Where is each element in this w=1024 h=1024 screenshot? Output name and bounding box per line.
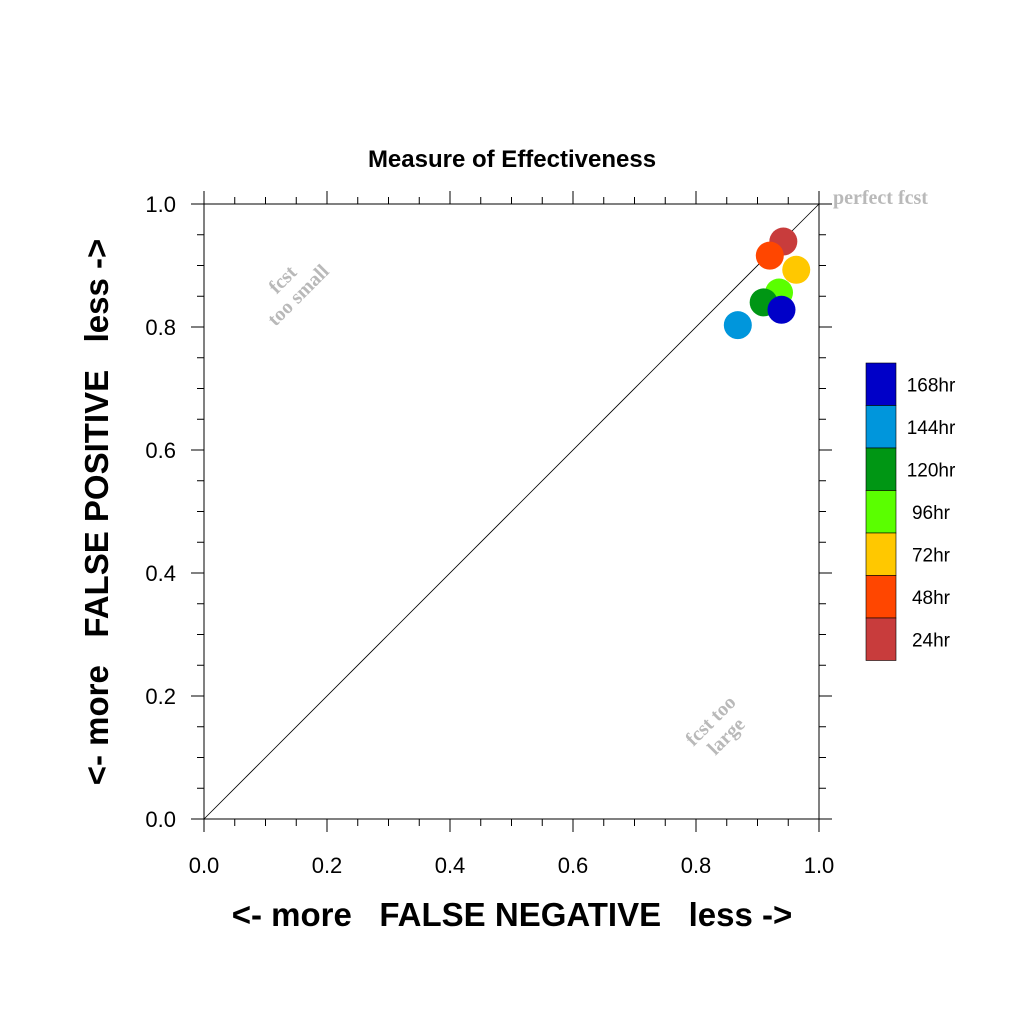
chart-title: Measure of Effectiveness: [368, 146, 656, 173]
y-tick-label: 0.8: [145, 315, 176, 340]
legend-swatch-168hr: [865, 362, 897, 406]
data-point-72hr: [782, 255, 811, 284]
data-point-144hr: [723, 311, 752, 340]
y-tick-label: 0.6: [145, 438, 176, 463]
legend-swatch-24hr: [865, 617, 897, 661]
x-tick-label: 1.0: [804, 853, 835, 878]
data-points: [723, 227, 811, 340]
legend-label-24hr: 24hr: [912, 630, 951, 651]
legend-swatch-48hr: [865, 575, 897, 619]
y-axis-label: <- more FALSE POSITIVE less ->: [78, 239, 115, 786]
perfect-fcst-annotation: perfect fcst: [833, 187, 928, 209]
legend-label-168hr: 168hr: [907, 375, 956, 396]
axis-ticks: [191, 191, 832, 832]
data-point-48hr: [755, 241, 784, 270]
y-tick-label: 1.0: [145, 192, 176, 217]
legend-swatch-96hr: [865, 490, 897, 534]
legend-label-144hr: 144hr: [907, 418, 956, 439]
x-axis-label: <- more FALSE NEGATIVE less ->: [232, 896, 793, 933]
x-tick-label: 0.8: [681, 853, 712, 878]
y-tick-labels: 0.0 0.2 0.4 0.6 0.8 1.0: [145, 192, 176, 832]
too-large-annotation: fcst too large: [681, 691, 749, 759]
too-small-annotation: fcst too small: [263, 260, 333, 330]
legend-swatch-144hr: [865, 405, 897, 449]
x-tick-label: 0.4: [435, 853, 466, 878]
legend-label-72hr: 72hr: [912, 545, 951, 566]
legend-swatch-120hr: [865, 447, 897, 491]
legend-label-120hr: 120hr: [907, 460, 956, 481]
legend-label-48hr: 48hr: [912, 588, 951, 609]
diagonal-line: [203, 203, 820, 820]
x-tick-label: 0.2: [312, 853, 343, 878]
y-tick-label: 0.2: [145, 684, 176, 709]
y-tick-label: 0.0: [145, 807, 176, 832]
x-tick-labels: 0.0 0.2 0.4 0.6 0.8 1.0: [189, 853, 835, 878]
too-small-line2: too small: [263, 260, 333, 330]
x-tick-label: 0.0: [189, 853, 220, 878]
y-tick-label: 0.4: [145, 561, 176, 586]
legend-swatch-72hr: [865, 532, 897, 576]
legend: 168hr 144hr 120hr 96hr 72hr 48hr 24hr: [865, 362, 956, 661]
x-tick-label: 0.6: [558, 853, 589, 878]
legend-label-96hr: 96hr: [912, 503, 951, 524]
data-point-168hr: [767, 295, 796, 324]
